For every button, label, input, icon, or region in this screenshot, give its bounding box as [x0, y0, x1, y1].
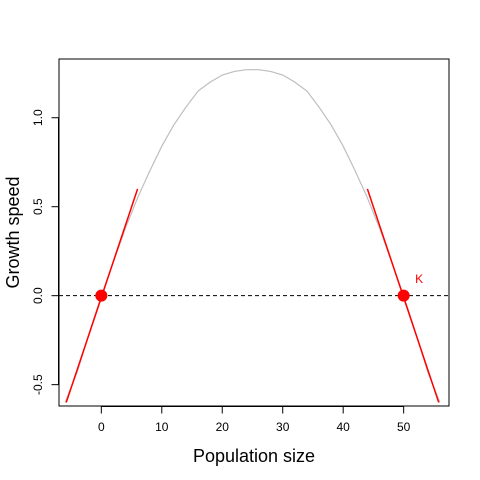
x-tick-label: 10 — [155, 420, 169, 434]
x-tick-label: 0 — [98, 420, 105, 434]
x-tick-label: 50 — [397, 420, 411, 434]
equilibrium-point-0 — [95, 289, 108, 302]
x-tick-label: 40 — [337, 420, 351, 434]
x-tick-label: 30 — [276, 420, 290, 434]
equilibrium-point-1 — [397, 289, 410, 302]
y-tick-label: 0.5 — [31, 198, 45, 215]
y-tick-label: 0.0 — [31, 287, 45, 304]
plot-frame — [58, 58, 450, 407]
x-tick-label: 20 — [216, 420, 230, 434]
plot-marks — [59, 69, 449, 403]
y-tick-label: 1.0 — [31, 109, 45, 126]
annotations: K — [415, 272, 423, 286]
annotation-k-label: K — [415, 272, 423, 286]
x-axis: 0 10 20 30 40 50 — [98, 406, 411, 434]
y-axis: -0.5 0.0 0.5 1.0 — [31, 109, 59, 395]
x-axis-title: Population size — [193, 446, 315, 466]
growth-curve — [64, 69, 441, 403]
y-tick-label: -0.5 — [31, 374, 45, 395]
y-axis-title: Growth speed — [3, 176, 23, 288]
